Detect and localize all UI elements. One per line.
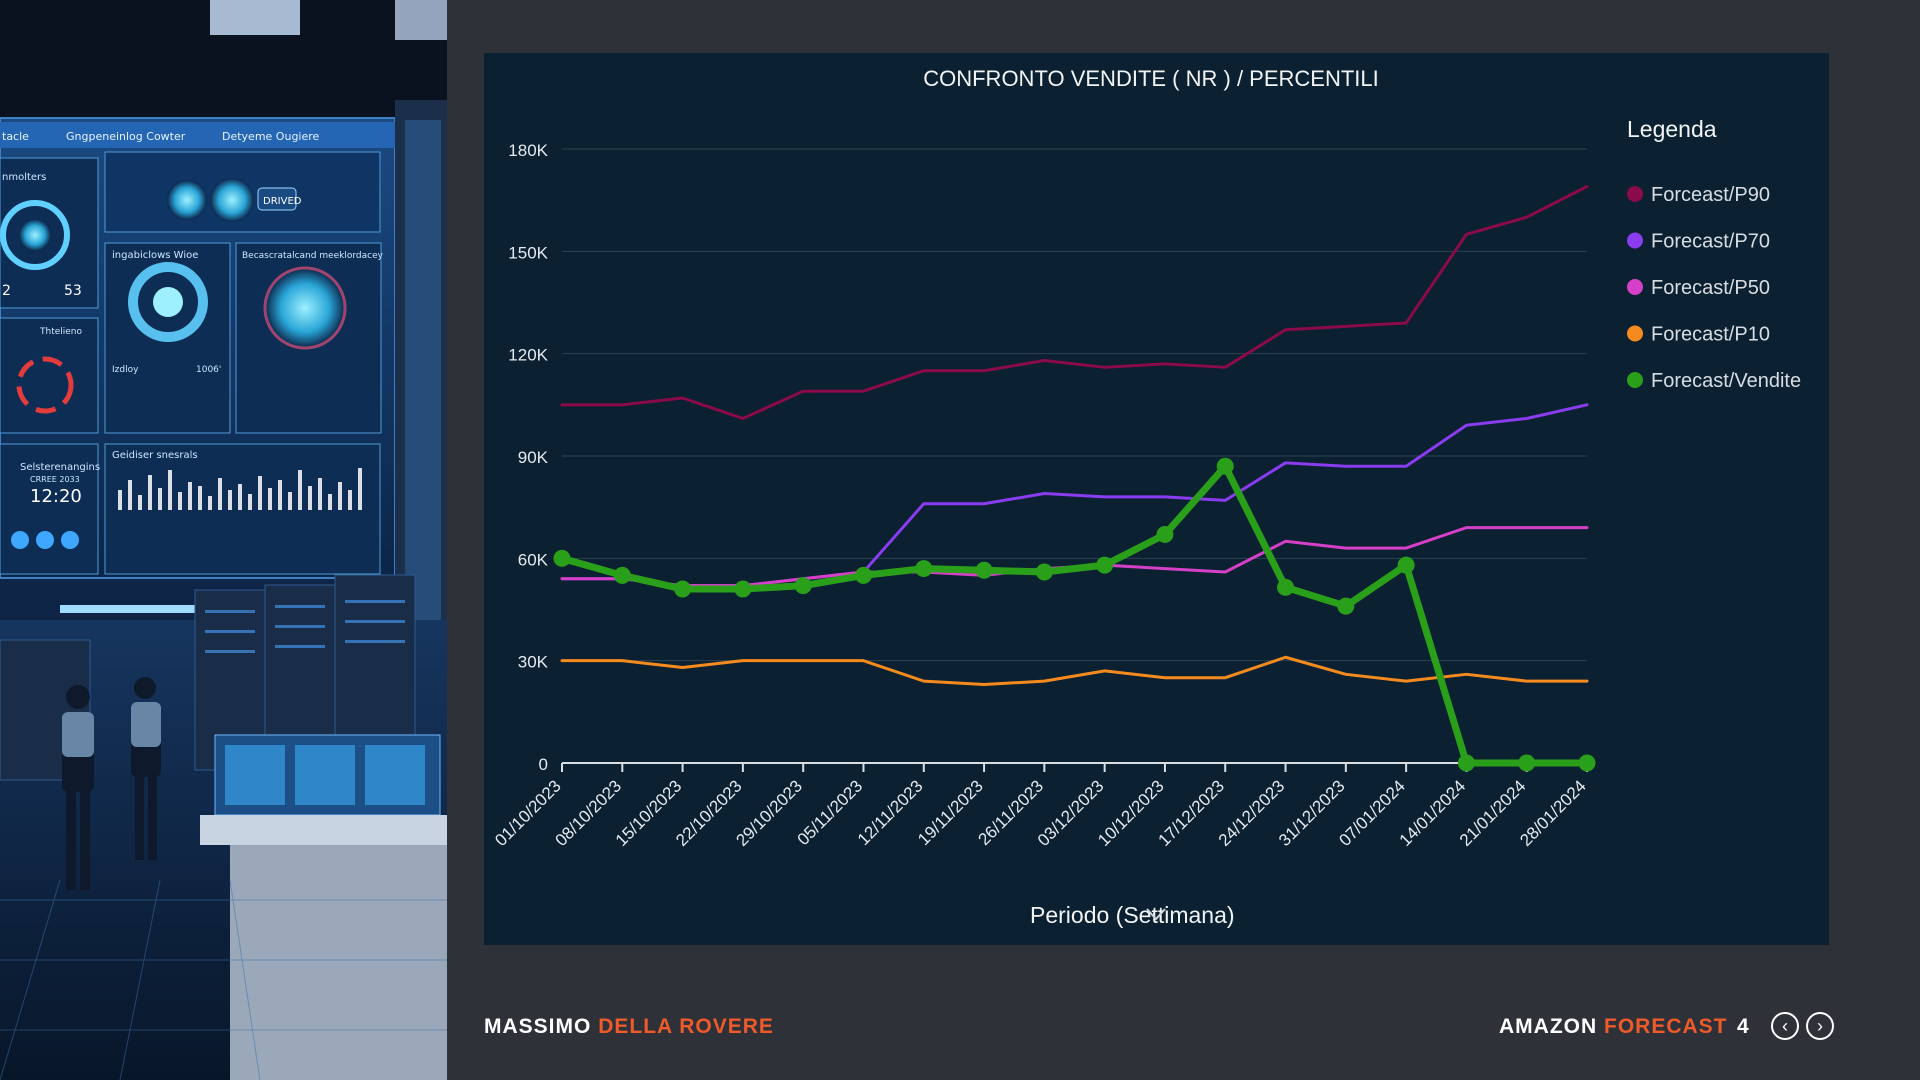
- chevron-down-icon: [1146, 908, 1166, 921]
- svg-text:Geidiser snesrals: Geidiser snesrals: [112, 450, 198, 461]
- chevron-right-icon: ›: [1817, 1016, 1823, 1036]
- svg-text:DRIVED: DRIVED: [263, 196, 302, 207]
- legend-label: Forecast/P50: [1651, 277, 1770, 299]
- y-axis-ticks: 0 30K 60K 90K 120K 150K 180K: [508, 141, 548, 774]
- y-tick-label: 150K: [508, 243, 548, 262]
- author-first-name: MASSIMO: [484, 1015, 592, 1038]
- data-point: [1035, 563, 1053, 581]
- svg-text:ingabiclows Wioe: ingabiclows Wioe: [112, 250, 198, 261]
- series-line: [560, 526, 1589, 588]
- legend-marker: [1627, 232, 1643, 249]
- legend-marker: [1627, 186, 1643, 202]
- legend-label: Forceast/P90: [1651, 184, 1770, 206]
- legend: Legenda Forceast/P90 Forecast/P70 Forecast…: [1627, 116, 1801, 392]
- data-point: [1578, 754, 1596, 772]
- data-point: [674, 580, 692, 598]
- y-tick-label: 30K: [518, 653, 549, 672]
- data-point: [1096, 556, 1114, 574]
- y-tick-label: 180K: [508, 141, 548, 160]
- legend-label: Forecast/P10: [1651, 324, 1770, 346]
- data-point: [915, 560, 933, 578]
- line-chart: CONFRONTO VENDITE ( NR ) / PERCENTILI 0 3…: [491, 66, 1801, 928]
- topic-second: FORECAST: [1604, 1015, 1728, 1038]
- series-line: [560, 655, 1589, 687]
- next-slide-button[interactable]: ›: [1806, 1012, 1834, 1040]
- series-line: [560, 185, 1589, 420]
- legend-label: Forecast/Vendite: [1651, 370, 1801, 392]
- data-point: [1156, 525, 1174, 543]
- legend-marker: [1627, 279, 1643, 295]
- data-point: [1397, 556, 1415, 574]
- data-center-illustration: tacle Gngpeneinlog Cowter Detyeme Ougier…: [0, 0, 447, 1080]
- y-tick-label: 120K: [508, 346, 548, 365]
- series-line: [558, 462, 1591, 767]
- x-axis-label-control[interactable]: Periodo (Settimana): [1030, 902, 1235, 928]
- data-point: [613, 566, 631, 584]
- y-tick-label: 90K: [518, 448, 549, 467]
- data-point: [1337, 597, 1355, 615]
- svg-text:2: 2: [2, 283, 11, 299]
- data-point: [553, 549, 571, 567]
- svg-text:1006': 1006': [196, 365, 221, 375]
- footer-topic: AMAZON FORECAST: [1499, 1015, 1728, 1039]
- x-axis-label: Periodo (Settimana): [1030, 902, 1235, 928]
- series-markers: [553, 457, 1596, 772]
- svg-text:nmolters: nmolters: [2, 172, 46, 183]
- svg-text:Thtelieno: Thtelieno: [39, 327, 83, 337]
- author-last-name: DELLA ROVERE: [598, 1015, 774, 1038]
- series-lines: [558, 185, 1591, 767]
- y-tick-label: 60K: [518, 550, 549, 569]
- footer-author: MASSIMO DELLA ROVERE: [484, 1015, 774, 1039]
- svg-text:tacle: tacle: [2, 130, 29, 143]
- previous-slide-button[interactable]: ‹: [1771, 1012, 1799, 1040]
- topic-first: AMAZON: [1499, 1015, 1598, 1038]
- data-point: [1457, 754, 1475, 772]
- data-point: [854, 566, 872, 584]
- svg-text:12:20: 12:20: [30, 486, 82, 507]
- grid: [562, 148, 1587, 764]
- svg-text:CRREE 2033: CRREE 2033: [30, 475, 80, 484]
- data-point: [794, 577, 812, 595]
- svg-text:Selsterenangins: Selsterenangins: [20, 462, 100, 473]
- legend-title: Legenda: [1627, 116, 1717, 142]
- chevron-left-icon: ‹: [1782, 1016, 1788, 1036]
- svg-text:Gngpeneinlog Cowter: Gngpeneinlog Cowter: [66, 130, 186, 143]
- chart-title: CONFRONTO VENDITE ( NR ) / PERCENTILI: [923, 66, 1379, 91]
- svg-text:53: 53: [64, 283, 82, 299]
- x-tick-label: 28/01/2024: [1516, 776, 1590, 850]
- legend-marker: [1627, 372, 1643, 388]
- svg-text:Izdloy: Izdloy: [112, 365, 139, 375]
- page-number: 4: [1737, 1015, 1749, 1038]
- data-point: [734, 580, 752, 598]
- x-tick-label: 29/10/2023: [732, 776, 806, 850]
- data-point: [1277, 578, 1295, 596]
- legend-marker: [1627, 325, 1643, 342]
- svg-text:Becascratalcand meeklordacey: Becascratalcand meeklordacey: [242, 251, 384, 261]
- data-point: [1216, 457, 1234, 475]
- x-axis-ticks: 01/10/202308/10/202315/10/202322/10/2023…: [491, 763, 1590, 850]
- legend-label: Forecast/P70: [1651, 231, 1770, 253]
- data-point: [975, 561, 993, 579]
- chart-panel: CONFRONTO VENDITE ( NR ) / PERCENTILI 0 3…: [484, 53, 1829, 945]
- data-center-photo: tacle Gngpeneinlog Cowter Detyeme Ougier…: [0, 0, 447, 1080]
- data-point: [1518, 754, 1536, 772]
- svg-text:Detyeme Ougiere: Detyeme Ougiere: [222, 130, 320, 143]
- y-tick-label: 0: [539, 755, 548, 774]
